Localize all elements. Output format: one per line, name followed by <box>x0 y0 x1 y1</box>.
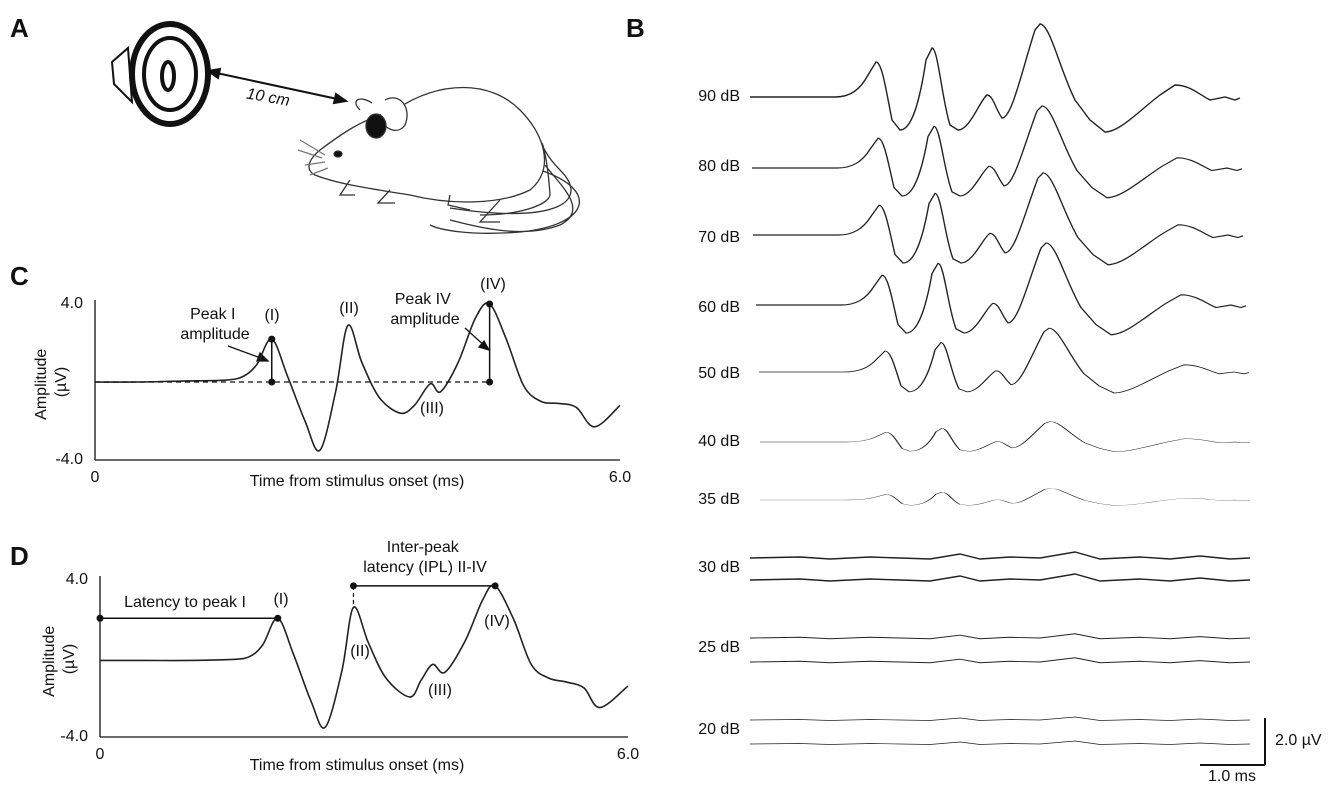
level-label: 80 dB <box>698 158 740 175</box>
x-tick-label: 6.0 <box>617 746 639 763</box>
peak-label: (III) <box>420 400 444 417</box>
trace <box>752 172 1244 266</box>
trace <box>751 105 1243 199</box>
distance-arrow <box>205 67 349 105</box>
level-label: 30 dB <box>698 559 740 576</box>
speaker <box>110 21 211 127</box>
x-axis-title: Time from stimulus onset (ms) <box>250 757 465 774</box>
level-label: 35 dB <box>698 491 740 508</box>
peak-label: (IV) <box>480 276 506 293</box>
y-axis-title-line: Amplitude <box>33 349 50 420</box>
annotation-line: latency (IPL) II-IV <box>363 559 487 576</box>
peak-label: (III) <box>428 682 452 699</box>
y-tick-label: -4.0 <box>60 728 88 745</box>
y-axis-title-line: Amplitude <box>41 626 58 697</box>
annotation-line: amplitude <box>180 326 249 343</box>
x-tick-label: 6.0 <box>609 469 631 486</box>
trace <box>749 573 1251 582</box>
marker-dot <box>491 582 499 590</box>
panel-label: C <box>10 261 29 291</box>
trace <box>759 487 1251 507</box>
y-axis-title-line: (µV) <box>53 367 70 398</box>
distance-label: 10 cm <box>245 86 291 110</box>
peak-label: (IV) <box>484 613 510 630</box>
level-label: 70 dB <box>698 229 740 246</box>
marker-dot <box>486 300 494 308</box>
marker-dot <box>349 582 357 590</box>
level-label: 60 dB <box>698 299 740 316</box>
y-tick-label: 4.0 <box>66 571 88 588</box>
trace <box>749 633 1251 640</box>
trace <box>749 740 1251 746</box>
annotation-line: Peak IV <box>395 291 451 308</box>
peak-label: (II) <box>350 643 370 660</box>
annotation: Peak IV amplitude <box>390 291 459 328</box>
y-axis-title-line: (µV) <box>61 644 78 675</box>
waveform <box>100 584 629 729</box>
waveform <box>94 302 621 452</box>
y-tick-label: 4.0 <box>61 295 83 312</box>
level-label: 25 dB <box>698 639 740 656</box>
abr-traces <box>749 23 1251 746</box>
panel-label: B <box>626 13 645 43</box>
y-axis-title: Amplitude (µV) <box>41 621 78 697</box>
panel-label: A <box>10 13 29 43</box>
trace <box>749 657 1251 664</box>
level-label: 50 dB <box>698 365 740 382</box>
level-label: 90 dB <box>698 88 740 105</box>
trace <box>758 327 1250 394</box>
x-tick-label: 0 <box>91 469 100 486</box>
annotation: Latency to peak I <box>124 594 246 611</box>
annotation: Inter-peak latency (IPL) II-IV <box>363 539 487 576</box>
annotation-line: amplitude <box>390 311 459 328</box>
peak-label: (II) <box>339 300 359 317</box>
annotation-line: Inter-peak <box>387 539 460 556</box>
marker-dot <box>268 378 276 386</box>
y-tick-label: -4.0 <box>55 451 83 468</box>
marker-dot <box>268 335 276 343</box>
x-axis-title: Time from stimulus onset (ms) <box>250 473 465 490</box>
trace <box>749 551 1251 560</box>
trace <box>759 420 1251 453</box>
trace <box>749 716 1251 722</box>
marker-dot <box>274 614 282 622</box>
marker-dot <box>486 378 494 386</box>
annotation-arrows <box>227 327 491 362</box>
scale-voltage: 2.0 µV <box>1275 732 1322 749</box>
peak-label: (I) <box>264 307 279 324</box>
rat <box>297 86 581 234</box>
annotation: Peak I amplitude <box>180 306 249 343</box>
marker-dot <box>96 614 104 622</box>
trace <box>755 242 1247 336</box>
scale-time: 1.0 ms <box>1208 768 1256 785</box>
level-label: 40 dB <box>698 433 740 450</box>
panel-label: D <box>10 541 29 571</box>
trace <box>749 23 1241 133</box>
y-axis-title: Amplitude (µV) <box>33 344 70 420</box>
scale-bar <box>1200 718 1266 766</box>
level-label: 20 dB <box>698 721 740 738</box>
peak-label: (I) <box>273 591 288 608</box>
x-tick-label: 0 <box>96 746 105 763</box>
annotation-line: Peak I <box>190 306 235 323</box>
